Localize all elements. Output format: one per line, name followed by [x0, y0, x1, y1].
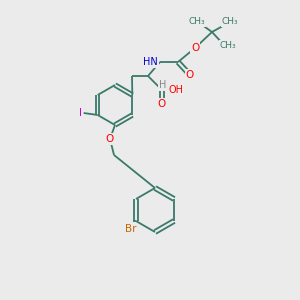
Text: CH₃: CH₃: [189, 17, 205, 26]
Text: Br: Br: [125, 224, 137, 234]
Text: OH: OH: [169, 85, 184, 95]
Text: HN: HN: [143, 57, 158, 67]
Text: O: O: [186, 70, 194, 80]
Text: I: I: [79, 108, 82, 118]
Text: CH₃: CH₃: [222, 17, 238, 26]
Text: O: O: [191, 43, 199, 53]
Text: O: O: [158, 99, 166, 109]
Text: CH₃: CH₃: [220, 40, 236, 50]
Text: O: O: [106, 134, 114, 144]
Text: H: H: [159, 80, 167, 90]
